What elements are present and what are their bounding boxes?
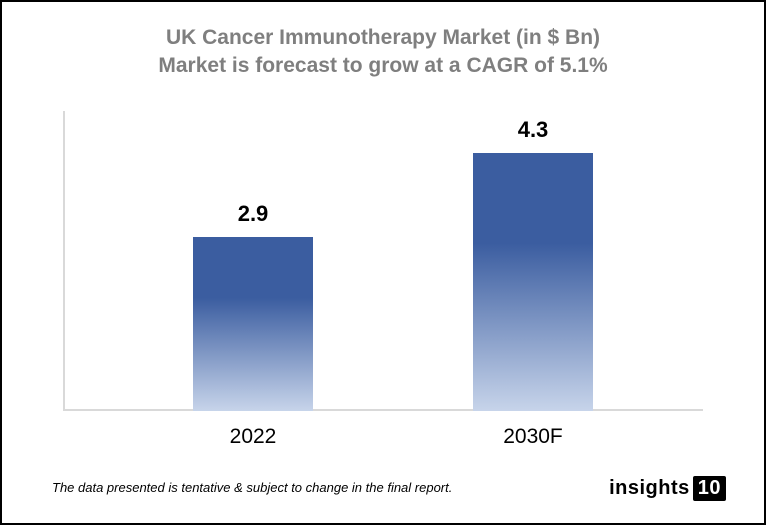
brand-box: 10 — [693, 476, 726, 501]
bar-value-label: 2.9 — [143, 201, 363, 227]
bar — [193, 237, 313, 411]
chart-title-line1: UK Cancer Immunotherapy Market (in $ Bn) — [32, 24, 734, 52]
chart-frame: UK Cancer Immunotherapy Market (in $ Bn)… — [0, 0, 766, 525]
bar-category-label: 2022 — [143, 411, 363, 449]
footnote-text: The data presented is tentative & subjec… — [52, 480, 452, 495]
bar-category-label: 2030F — [423, 411, 643, 449]
y-axis — [63, 111, 65, 411]
bar-value-label: 4.3 — [423, 117, 643, 143]
brand-logo: insights10 — [609, 476, 726, 501]
chart-plot-area: 2.92022 4.32030F — [63, 111, 703, 411]
chart-title-block: UK Cancer Immunotherapy Market (in $ Bn)… — [32, 24, 734, 81]
bar-slot: 2.92022 — [143, 201, 363, 411]
brand-word: insights — [609, 477, 690, 499]
bar — [473, 153, 593, 411]
chart-title-line2: Market is forecast to grow at a CAGR of … — [32, 52, 734, 80]
bar-slot: 4.32030F — [423, 117, 643, 411]
